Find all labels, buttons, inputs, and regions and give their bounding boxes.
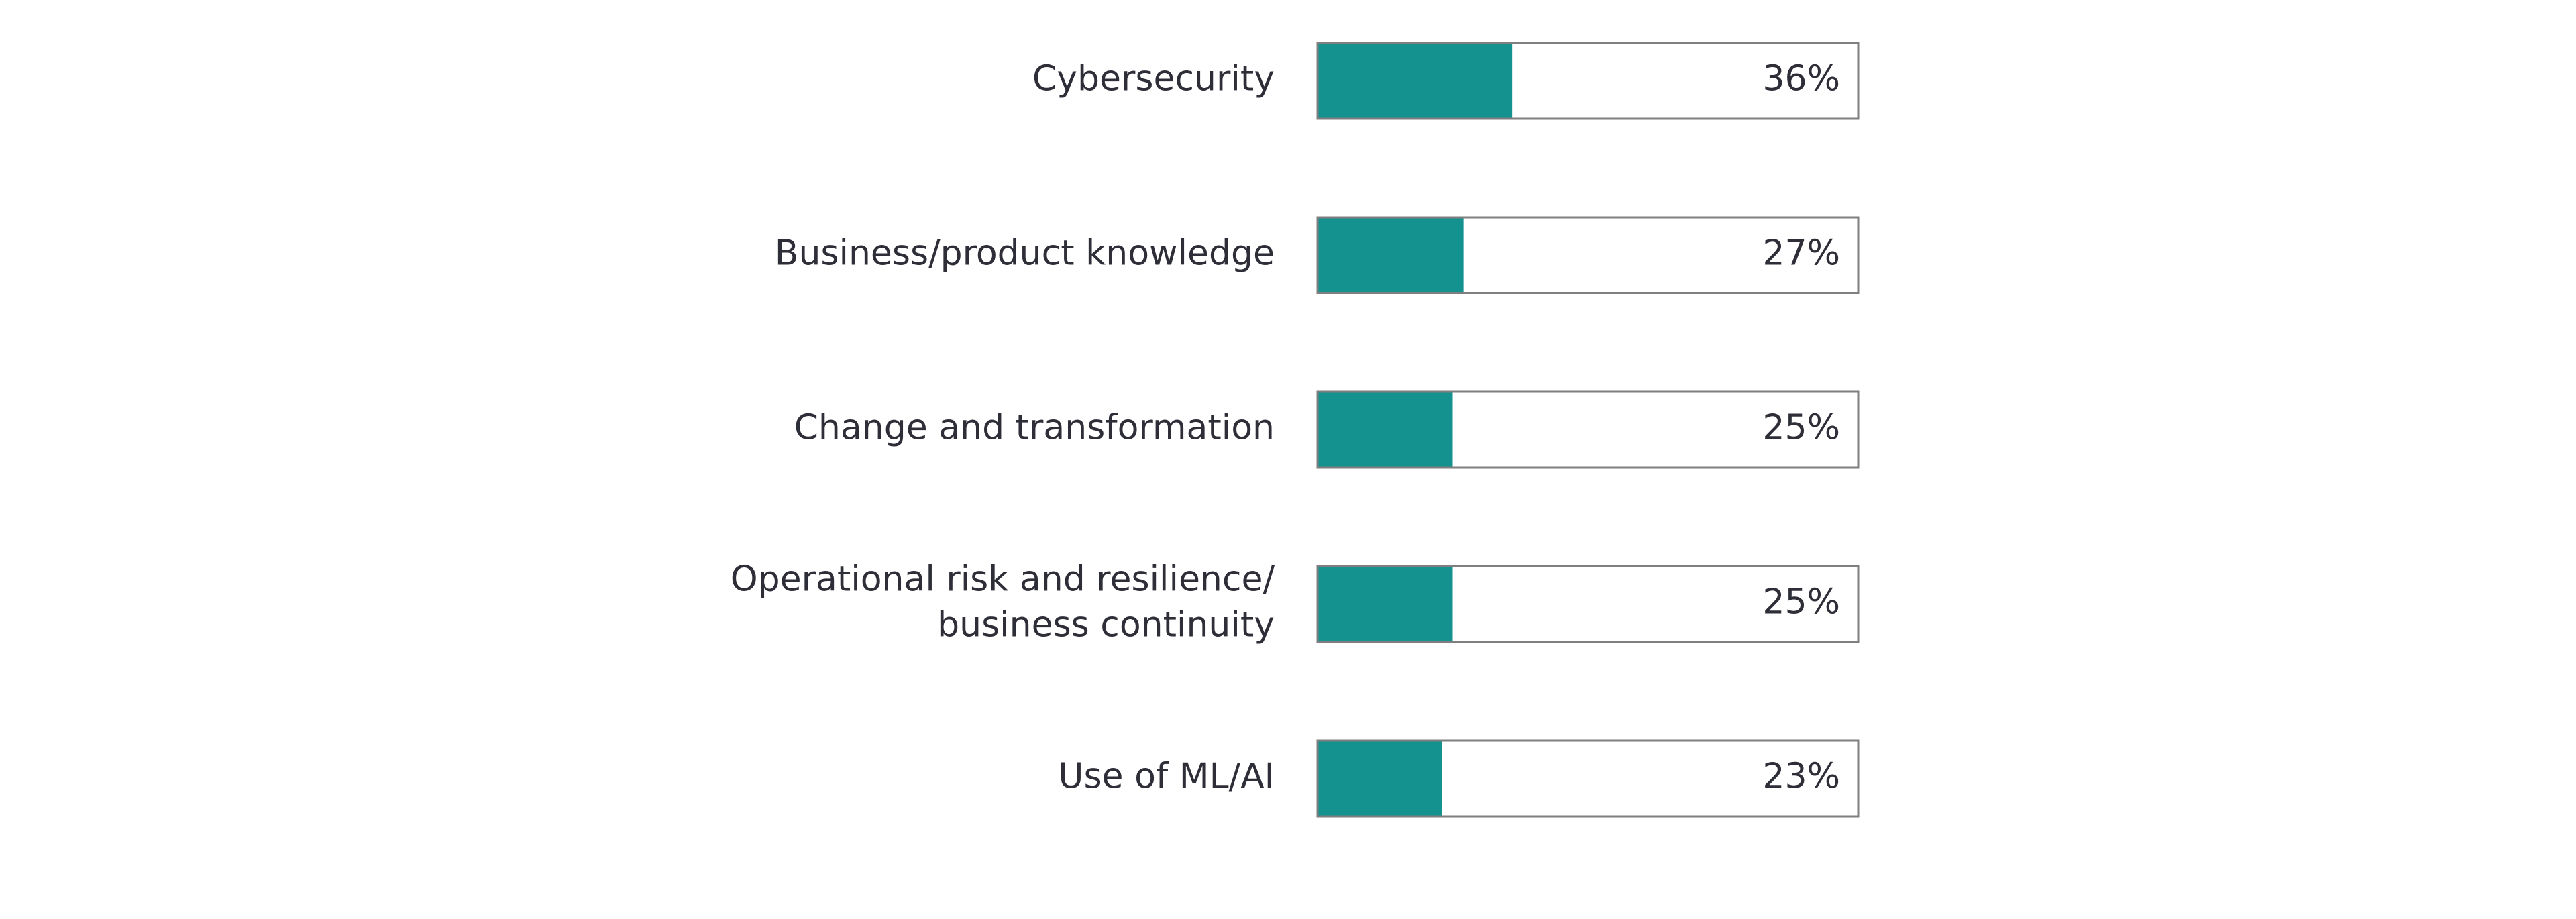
- bar: [1318, 217, 1464, 293]
- bar-outline: [1316, 390, 1860, 469]
- bar: [1318, 741, 1442, 816]
- bar: [1318, 566, 1453, 642]
- value-label: 36%: [1762, 59, 1840, 99]
- category-label: business continuity: [937, 605, 1275, 645]
- category-label: Change and transformation: [794, 408, 1275, 448]
- bar: [1318, 43, 1513, 119]
- category-label: Business/product knowledge: [775, 233, 1275, 274]
- value-label: 25%: [1762, 582, 1840, 623]
- value-label: 25%: [1762, 408, 1840, 448]
- category-label: Cybersecurity: [1032, 59, 1275, 99]
- value-label: 23%: [1762, 757, 1840, 797]
- bar-outline: [1316, 739, 1860, 818]
- bar-outline: [1316, 565, 1860, 643]
- bar: [1318, 392, 1453, 468]
- bar-outline: [1316, 42, 1860, 120]
- category-label: Use of ML/AI: [1058, 757, 1275, 797]
- value-label: 27%: [1762, 233, 1840, 274]
- category-label: Operational risk and resilience/: [731, 559, 1275, 600]
- bar-outline: [1316, 216, 1860, 294]
